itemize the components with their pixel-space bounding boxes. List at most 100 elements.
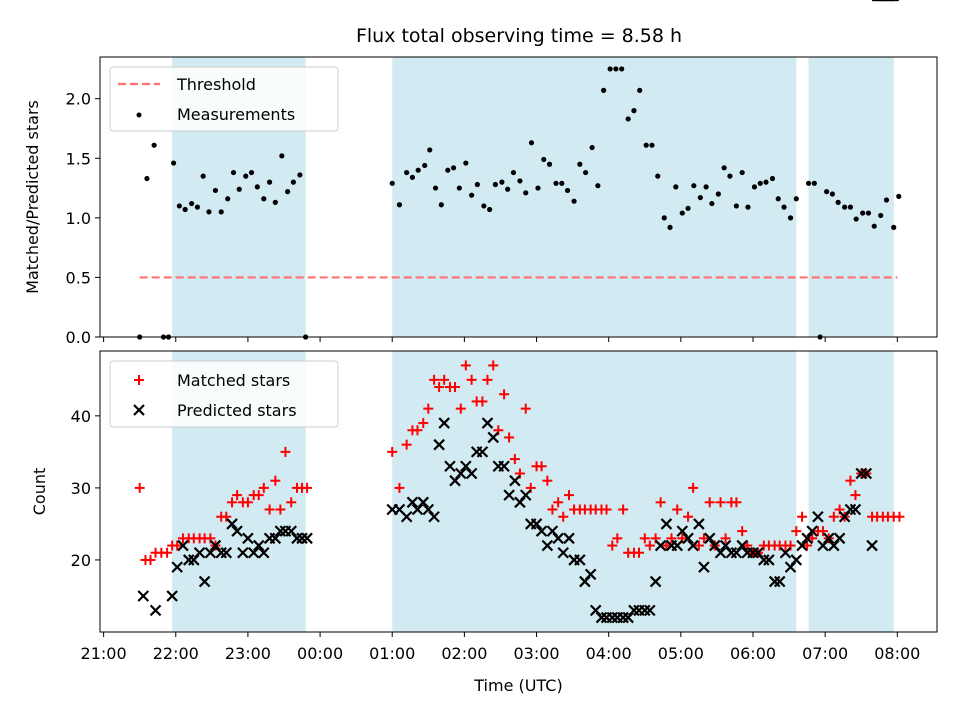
- measurement-point: [438, 202, 444, 208]
- matched-star-point: [253, 490, 264, 501]
- measurements-legend-label: Measurements: [177, 105, 295, 124]
- measurement-point: [396, 202, 403, 208]
- matched-star-point: [737, 526, 748, 537]
- matched-star-point: [666, 533, 677, 544]
- measurement-point: [577, 161, 583, 167]
- matched-star-point: [850, 490, 861, 501]
- measurement-point: [697, 194, 703, 201]
- measurement-point: [523, 190, 529, 196]
- matched-star-point: [509, 454, 520, 465]
- top-shaded-region: [392, 57, 797, 337]
- measurement-point: [297, 172, 303, 178]
- matched-star-point: [499, 389, 510, 400]
- measurement-point: [415, 167, 421, 173]
- measurement-point: [528, 140, 535, 146]
- measurement-point: [745, 204, 751, 210]
- matched-star-point: [797, 511, 808, 522]
- measurement-point: [878, 212, 884, 219]
- predicted-star-point: [617, 611, 629, 624]
- predicted-star-point: [644, 604, 656, 617]
- measurement-point: [787, 215, 794, 221]
- matched-star-point: [275, 504, 286, 515]
- predicted-star-point: [193, 546, 206, 559]
- measurement-point: [541, 156, 547, 163]
- bottom-legend-box: [109, 360, 339, 428]
- matched-star-point: [791, 526, 802, 537]
- predicted-star-point: [433, 438, 445, 451]
- top-axes-frame: [99, 56, 938, 338]
- measurement-point: [865, 210, 872, 216]
- matched-star-point: [172, 540, 183, 551]
- predicted-star-point: [758, 554, 770, 566]
- matched-star-point: [434, 382, 445, 393]
- top-panel: 0.00.51.01.52.0 Matched/Predicted stars …: [23, 56, 938, 347]
- measurement-point: [721, 165, 727, 171]
- matched-star-point: [482, 374, 493, 385]
- predicted-star-point: [801, 532, 813, 545]
- measurement-point: [769, 175, 776, 182]
- measurement-point: [535, 185, 541, 191]
- x-tick-label: 01:00: [369, 644, 415, 663]
- matched-star-point: [401, 439, 412, 450]
- predicted-star-point: [252, 539, 265, 552]
- predicted-star-point: [177, 539, 189, 552]
- predicted-star-point: [503, 489, 515, 501]
- top-x-ticks: [103, 337, 898, 342]
- measurement-point: [427, 147, 433, 153]
- top-y-tick-label: 0.0: [66, 328, 91, 347]
- bottom-axes-frame: [99, 350, 938, 633]
- matched-star-point: [547, 504, 558, 515]
- matched-star-point: [477, 396, 488, 407]
- predicted-star-point: [541, 539, 554, 552]
- predicted-star-point: [855, 467, 868, 480]
- top-legend: Threshold Measurements: [109, 66, 339, 132]
- predicted-star-point: [166, 590, 178, 602]
- matched-star-point: [688, 482, 699, 493]
- measurement-point: [468, 192, 475, 198]
- measurement-point: [176, 203, 182, 209]
- measurement-point: [703, 184, 709, 190]
- matched-star-point: [302, 482, 313, 493]
- threshold-legend-label: Threshold: [176, 75, 256, 94]
- predicted-star-point: [182, 554, 195, 566]
- matched-star-point: [612, 533, 623, 544]
- predicted-star-point: [454, 467, 467, 480]
- measurement-point: [891, 224, 897, 230]
- top-shaded-region: [808, 57, 894, 337]
- x-tick-label: 04:00: [586, 644, 632, 663]
- x-axis-label: Time (UTC): [473, 676, 562, 695]
- predicted-star-point: [773, 575, 786, 588]
- measurement-point: [667, 224, 673, 230]
- predicted-star-point: [768, 575, 781, 588]
- measurement-point: [835, 199, 841, 205]
- matched-star-point: [845, 475, 856, 486]
- measurement-point: [463, 160, 469, 166]
- matched-legend-marker: [134, 375, 144, 385]
- matched-star-point: [460, 360, 471, 371]
- measurement-point: [564, 187, 571, 194]
- measurement-point: [404, 169, 410, 176]
- matched-legend-swatch: [134, 375, 144, 385]
- predicted-star-point: [796, 539, 808, 552]
- predicted-star-point: [687, 539, 699, 552]
- measurement-point: [243, 173, 249, 179]
- predicted-star-point: [790, 554, 803, 566]
- measurement-point: [206, 209, 212, 215]
- measurement-point: [847, 204, 854, 210]
- predicted-star-point: [301, 532, 313, 545]
- predicted-star-point: [137, 590, 150, 602]
- predicted-star-point: [204, 546, 217, 559]
- measurement-point: [595, 183, 601, 189]
- matched-star-point: [504, 432, 515, 443]
- predicted-star-point: [237, 546, 249, 559]
- measurement-point: [793, 196, 799, 202]
- predicted-star-point: [519, 489, 532, 501]
- measurement-point: [432, 185, 439, 191]
- predicted-star-point: [417, 496, 430, 509]
- predicted-star-point: [860, 467, 873, 480]
- matched-star-point: [542, 475, 553, 486]
- x-tick-label: 21:00: [81, 644, 127, 663]
- measurement-point: [781, 204, 787, 210]
- matched-star-point: [601, 504, 612, 515]
- predicted-stars-points: [137, 0, 899, 624]
